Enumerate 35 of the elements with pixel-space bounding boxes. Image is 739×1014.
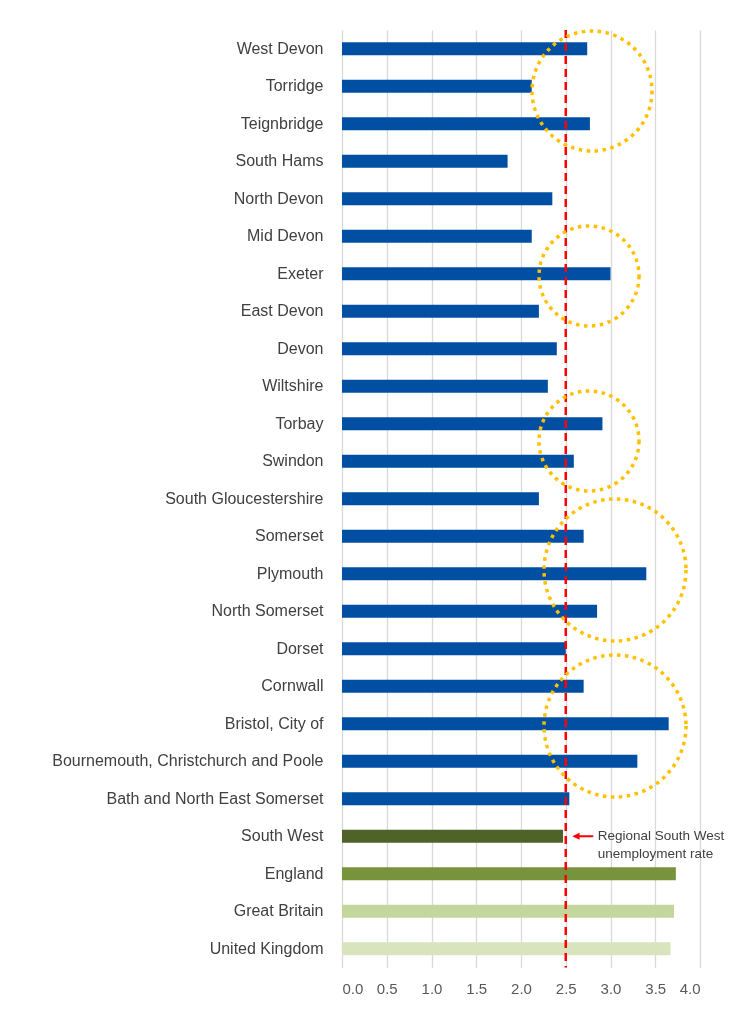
x-tick-label: 2.0 — [511, 980, 532, 997]
y-tick-label: North Devon — [233, 189, 324, 207]
y-tick-label: Exeter — [277, 264, 325, 282]
y-tick-label: South Hams — [235, 152, 324, 170]
annotation: Regional South West unemployment rate — [597, 828, 725, 862]
x-tick-label: 4.0 — [679, 980, 701, 997]
y-tick-label: Mid Devon — [247, 227, 324, 245]
y-tick-label: Great Britain — [233, 902, 324, 920]
y-tick-label: Cornwall — [261, 677, 324, 695]
x-tick-label: 3.5 — [645, 980, 667, 997]
x-tick-label: 0.0 — [342, 980, 364, 997]
y-tick-label: Somerset — [255, 527, 325, 545]
y-tick-label: Bristol, City of — [224, 714, 325, 732]
y-tick-label: Bournemouth, Christchurch and Poole — [52, 752, 324, 770]
x-tick-label: 3.0 — [600, 980, 622, 997]
x-tick-label: 0.5 — [376, 980, 398, 997]
y-tick-label: Devon — [277, 339, 324, 357]
y-tick-label: Bath and North East Somerset — [106, 789, 325, 807]
y-tick-label: Torbay — [275, 414, 324, 432]
y-tick-label: Teignbridge — [240, 114, 324, 132]
x-tick-label: 1.0 — [421, 980, 443, 997]
y-tick-label: Swindon — [262, 452, 324, 470]
y-tick-label: England — [264, 864, 324, 882]
x-tick-label: 2.5 — [555, 980, 577, 997]
y-tick-label: South Gloucestershire — [165, 489, 324, 507]
y-tick-label: Torridge — [265, 77, 324, 95]
y-tick-label: South West — [241, 827, 325, 845]
y-tick-label: Plymouth — [256, 564, 324, 582]
y-tick-label: West Devon — [236, 39, 324, 57]
y-tick-label: Dorset — [276, 639, 325, 657]
y-tick-label: United Kingdom — [209, 939, 324, 957]
y-tick-label: East Devon — [240, 302, 324, 320]
x-tick-label: 1.5 — [466, 980, 488, 997]
y-tick-label: Wiltshire — [262, 377, 324, 395]
y-tick-label: North Somerset — [211, 602, 325, 620]
